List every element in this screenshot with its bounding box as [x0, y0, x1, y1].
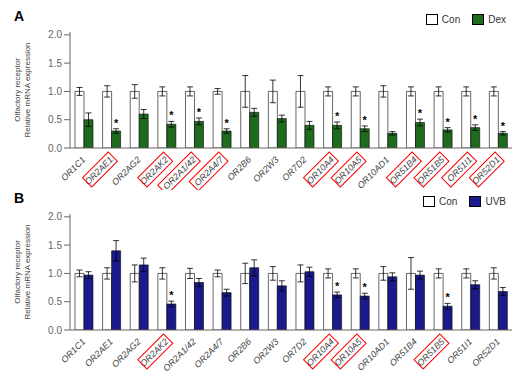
svg-text:*: *	[169, 289, 174, 301]
svg-text:OR52D1: OR52D1	[470, 155, 502, 187]
html-text:Con: Con	[441, 14, 461, 25]
svg-text:OR10A4: OR10A4	[305, 337, 336, 368]
svg-text:0.5: 0.5	[48, 114, 62, 125]
svg-text:*: *	[335, 280, 340, 292]
svg-text:*: *	[363, 114, 368, 126]
svg-text:1.5: 1.5	[48, 58, 62, 69]
svg-text:OR2AE1: OR2AE1	[82, 154, 116, 187]
svg-text:OR51B4: OR51B4	[387, 155, 418, 186]
svg-text:OR10A5: OR10A5	[332, 154, 364, 187]
svg-text:OR10A5: OR10A5	[332, 336, 364, 369]
svg-text:2.0: 2.0	[48, 29, 62, 40]
html-text:A: A	[14, 8, 25, 24]
svg-text:*: *	[197, 106, 202, 118]
svg-text:*: *	[473, 113, 478, 125]
svg-text:0.5: 0.5	[48, 296, 62, 307]
svg-text:OR2AK2: OR2AK2	[138, 336, 171, 369]
svg-text:*: *	[445, 291, 450, 303]
svg-text:2.0: 2.0	[48, 211, 62, 222]
svg-text:OR2AG2: OR2AG2	[110, 155, 143, 188]
svg-text:OR2AE1: OR2AE1	[82, 336, 116, 369]
svg-text:*: *	[224, 117, 229, 129]
svg-text:OR51I1: OR51I1	[445, 154, 475, 184]
svg-text:OR2W3: OR2W3	[251, 337, 281, 367]
svg-text:OR1C1: OR1C1	[59, 336, 88, 365]
svg-text:*: *	[501, 120, 506, 132]
svg-text:OR7D2: OR7D2	[280, 154, 309, 183]
svg-text:OR10AD1: OR10AD1	[355, 155, 391, 190]
svg-text:OR7D2: OR7D2	[280, 336, 309, 365]
svg-text:OR10AD1: OR10AD1	[355, 337, 391, 372]
svg-text:OR2AK2: OR2AK2	[138, 154, 171, 187]
svg-text:*: *	[363, 281, 368, 293]
svg-text:Olfactory receptorRelative mRN: Olfactory receptorRelative mRNA expressi…	[13, 224, 32, 319]
svg-text:OR1C1: OR1C1	[59, 154, 88, 183]
svg-text:OR2W3: OR2W3	[251, 155, 281, 185]
svg-text:OR51B5: OR51B5	[415, 154, 447, 186]
svg-text:*: *	[169, 109, 174, 121]
svg-text:OR10A4: OR10A4	[305, 155, 336, 186]
svg-text:OR2A1/42: OR2A1/42	[161, 337, 198, 372]
svg-text:OR51I1: OR51I1	[445, 336, 475, 366]
svg-text:*: *	[418, 107, 423, 119]
svg-text:OR2B6: OR2B6	[225, 155, 253, 183]
html-text:UVB: UVB	[485, 196, 506, 207]
html-text:Dex: Dex	[488, 14, 506, 25]
svg-text:OR51B4: OR51B4	[387, 337, 418, 368]
svg-text:OR2A4/7: OR2A4/7	[192, 336, 226, 370]
svg-text:1.5: 1.5	[48, 240, 62, 251]
svg-text:0.0: 0.0	[48, 325, 62, 336]
html-text:B: B	[14, 190, 25, 206]
svg-text:Olfactory receptorRelative mRN: Olfactory receptorRelative mRNA expressi…	[13, 42, 32, 137]
svg-text:0.0: 0.0	[48, 143, 62, 154]
svg-text:OR51B5: OR51B5	[415, 336, 447, 368]
svg-text:OR2AG2: OR2AG2	[110, 337, 143, 370]
svg-text:*: *	[114, 117, 119, 129]
svg-text:*: *	[335, 110, 340, 122]
svg-text:1.0: 1.0	[48, 268, 62, 279]
svg-text:OR52D1: OR52D1	[470, 337, 502, 369]
html-text:Con: Con	[439, 196, 458, 207]
svg-text:*: *	[445, 116, 450, 128]
svg-text:OR2B6: OR2B6	[225, 337, 253, 365]
svg-text:1.0: 1.0	[48, 86, 62, 97]
svg-text:OR2A4/7: OR2A4/7	[192, 154, 226, 188]
